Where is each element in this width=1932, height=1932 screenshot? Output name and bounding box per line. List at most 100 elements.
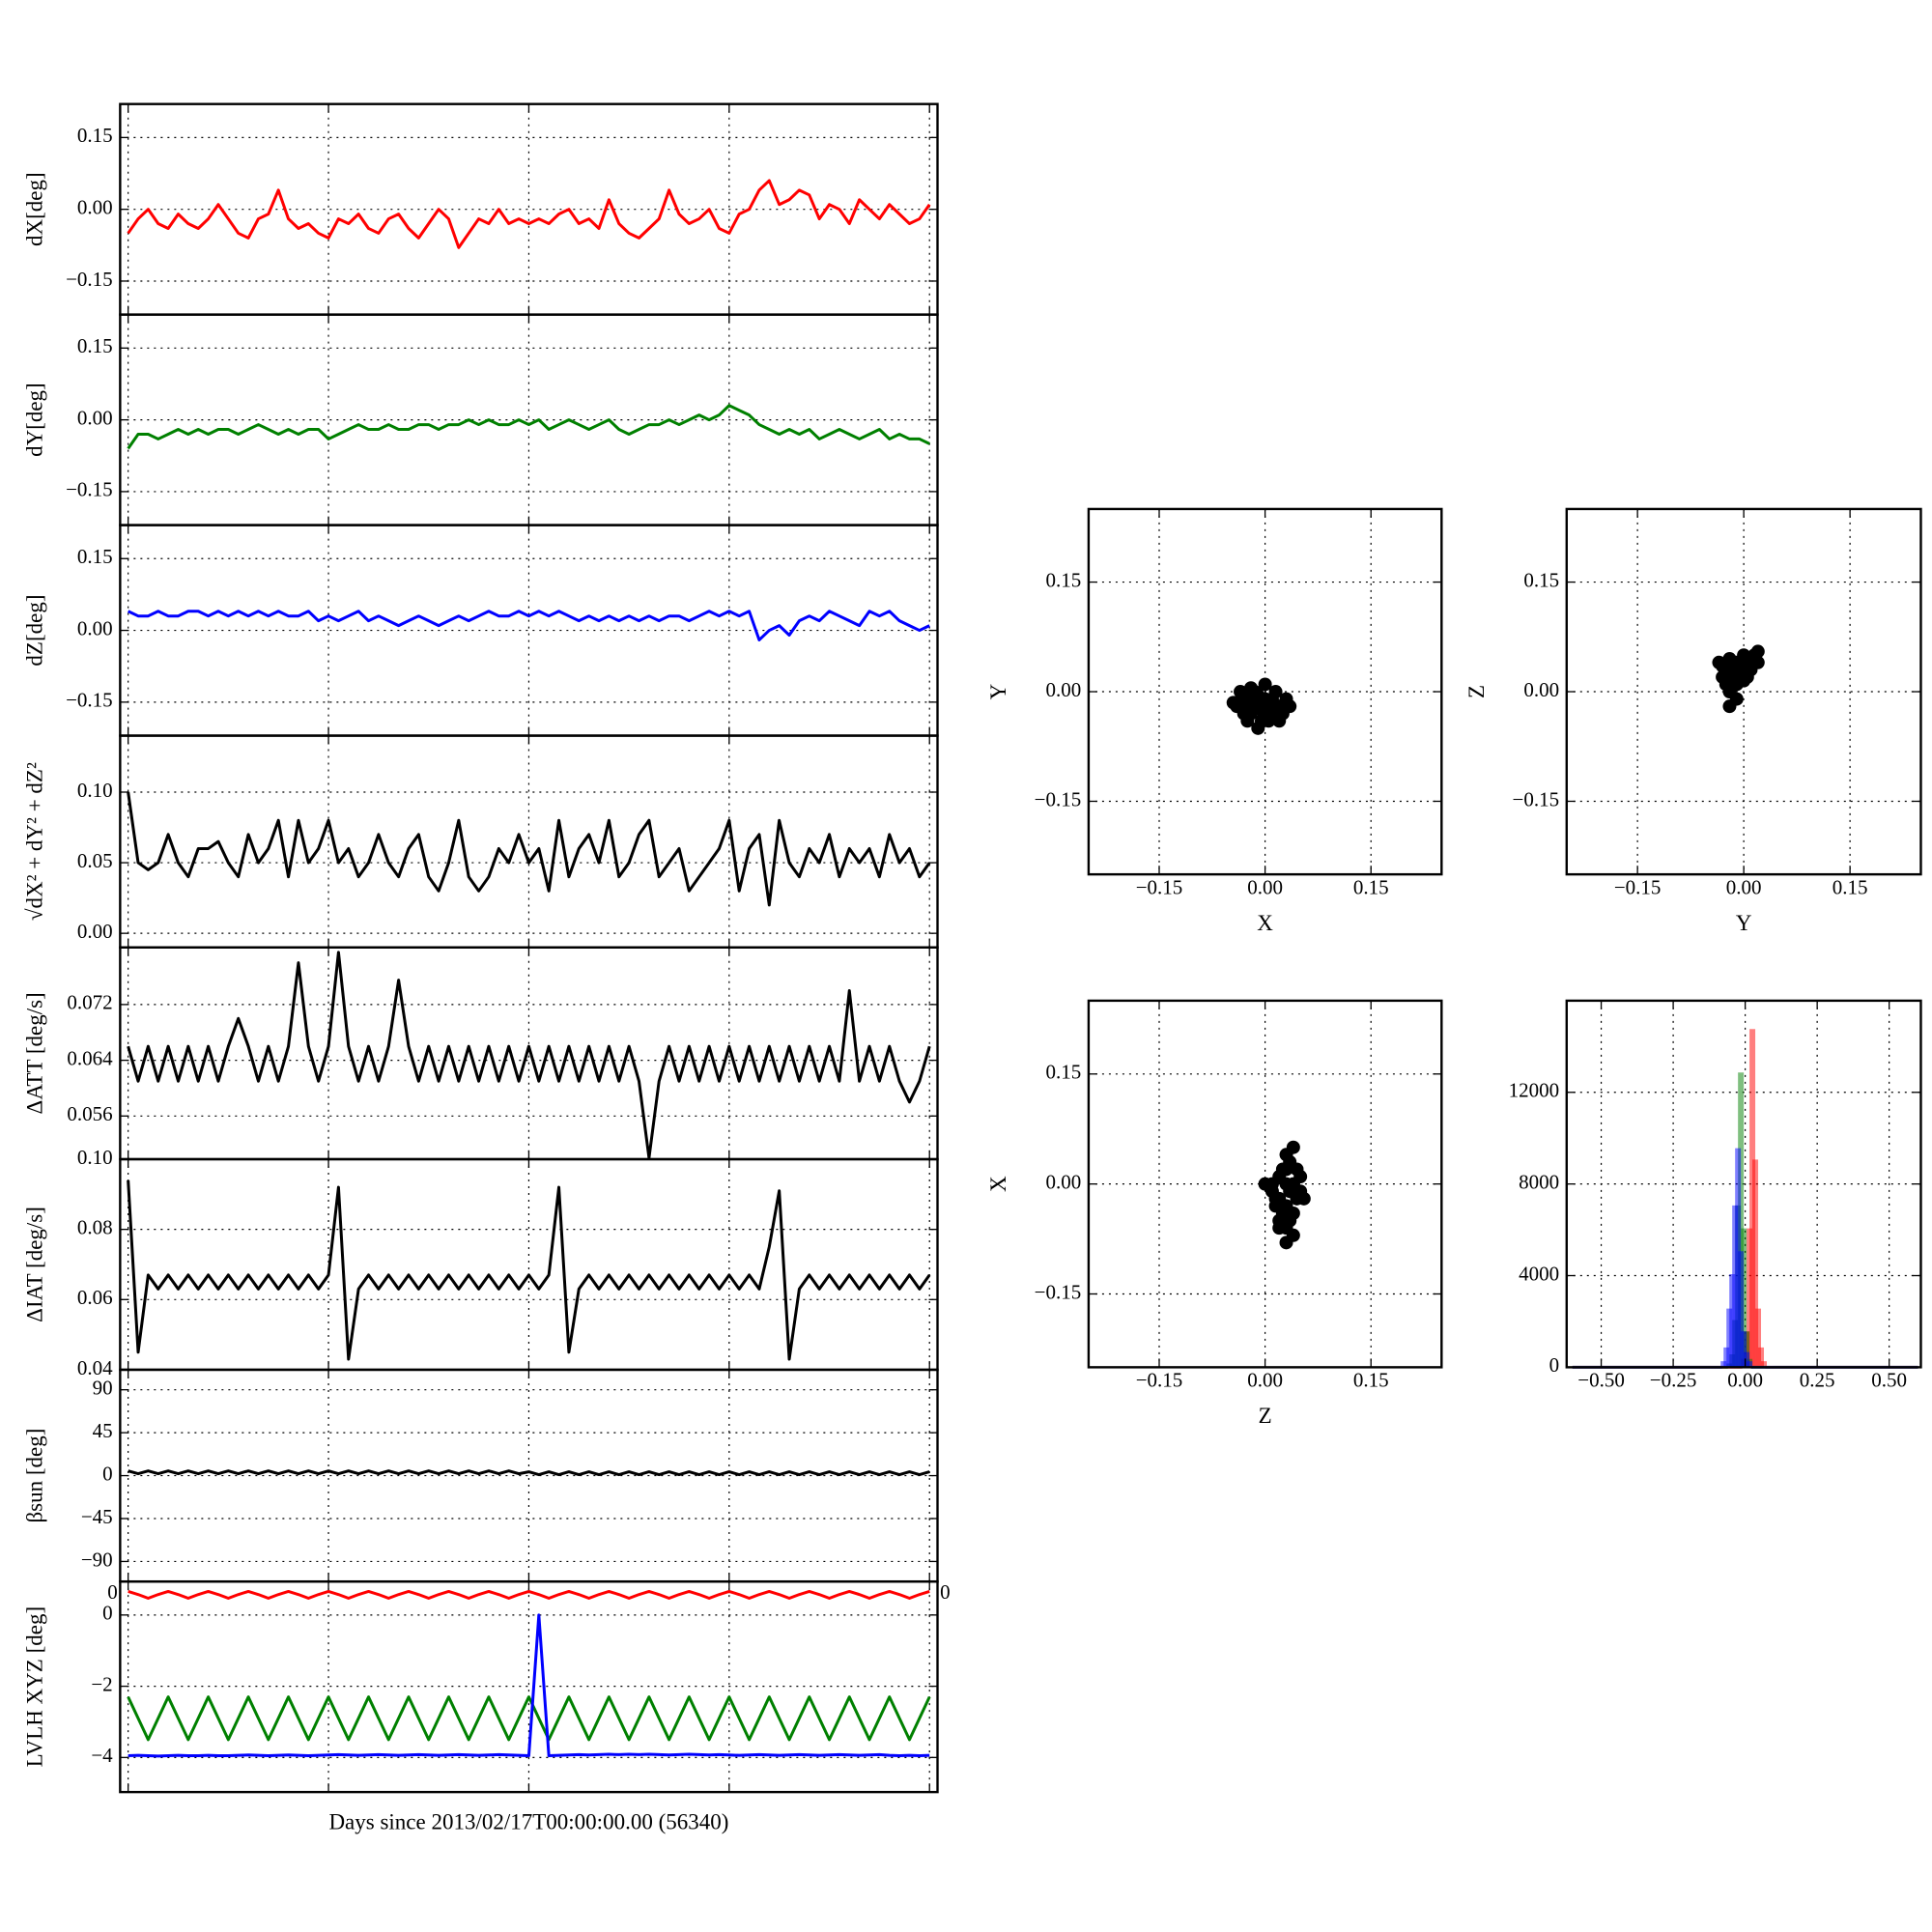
x-tick-label: 0.15 — [1353, 1369, 1389, 1392]
scatter-point — [1296, 1191, 1311, 1206]
scatter-point — [1286, 1140, 1300, 1154]
y-axis-label: ΔIAT [deg/s] — [23, 1207, 47, 1322]
scatter-point — [1722, 699, 1737, 714]
scatter-point — [1264, 1184, 1279, 1199]
x-tick-label: 0.00 — [1247, 1369, 1283, 1392]
series-line — [127, 791, 931, 907]
y-tick-label: −0.15 — [66, 478, 113, 501]
histogram-bin — [1761, 1361, 1767, 1368]
scatter-point — [1279, 1199, 1293, 1213]
scatter-point — [1251, 721, 1265, 735]
histogram-bin — [1758, 1347, 1764, 1368]
y-tick-label: −0.15 — [1035, 787, 1082, 810]
scatter-point — [1719, 667, 1733, 681]
histogram-bin — [1738, 1251, 1745, 1368]
x-tick-label: 0.25 — [1800, 1369, 1835, 1392]
y-axis-label: ΔATT [deg/s] — [23, 992, 47, 1114]
y-tick-label: 0.15 — [77, 334, 113, 357]
y-tick-label: 0.072 — [67, 991, 112, 1014]
scatter-point — [1750, 644, 1765, 659]
y-tick-label: 0 — [102, 1462, 113, 1485]
scatter-point — [1272, 1221, 1287, 1236]
y-axis-label: dX[deg] — [23, 172, 47, 246]
histogram-bin — [1755, 1308, 1762, 1368]
scatter-point — [1268, 702, 1283, 717]
y-tick-label: −0.15 — [1513, 787, 1560, 810]
x-axis-label: Z — [1259, 1404, 1272, 1428]
series-line — [128, 1613, 930, 1758]
x-tick-label: −0.15 — [1136, 875, 1183, 898]
y-tick-label: 0.064 — [67, 1046, 113, 1069]
y-tick-label: 0.15 — [1045, 1061, 1081, 1084]
y-axis-label: dZ[deg] — [23, 595, 47, 667]
scatter-point — [1744, 659, 1758, 673]
series-line — [127, 404, 930, 450]
x-tick-label: 0.00 — [1727, 1369, 1763, 1392]
y-tick-label: −0.15 — [66, 689, 113, 712]
y-tick-label: −45 — [81, 1505, 113, 1528]
y-axis-label: Z — [1464, 685, 1489, 698]
y-tick-label: 0.15 — [1045, 568, 1081, 591]
series-line — [128, 1589, 930, 1600]
scatter-point — [1226, 696, 1240, 710]
y-tick-label: 0.08 — [77, 1215, 113, 1238]
y-tick-label: 0 — [102, 1602, 113, 1625]
x-tick-label: −0.15 — [1614, 875, 1662, 898]
y-tick-label: 0.00 — [77, 406, 113, 429]
x-tick-label: 0.15 — [1833, 875, 1868, 898]
x-tick-label: 0.50 — [1871, 1369, 1907, 1392]
y-tick-label: −0.15 — [66, 268, 113, 291]
y-tick-label: 45 — [93, 1419, 113, 1442]
histogram-bin — [1747, 1361, 1753, 1368]
series-line — [128, 610, 930, 641]
scatter-point — [1286, 1228, 1300, 1242]
y-tick-label: 0.00 — [1045, 1170, 1081, 1193]
x-axis-label: Y — [1736, 911, 1752, 935]
y-tick-label: 8000 — [1519, 1170, 1559, 1193]
scatter-point — [1737, 673, 1751, 688]
scatter-point — [1272, 714, 1287, 728]
series-line — [127, 1695, 931, 1742]
scatter-point — [1729, 659, 1744, 673]
series-line — [127, 1179, 931, 1361]
y-axis-label: dY[deg] — [23, 383, 47, 457]
y-tick-label: 4000 — [1519, 1262, 1559, 1285]
y-tick-label: 90 — [93, 1376, 113, 1399]
y-tick-label: 0.056 — [67, 1102, 112, 1125]
y-tick-label: 0.15 — [77, 545, 113, 568]
histogram-bin — [1752, 1159, 1759, 1368]
y-tick-label: −2 — [91, 1672, 112, 1695]
scatter-point — [1712, 655, 1726, 669]
scatter-point — [1236, 706, 1251, 721]
y-tick-label: 0.00 — [77, 920, 113, 943]
y-tick-label: −0.15 — [1035, 1280, 1082, 1303]
x-axis-label: X — [1257, 911, 1273, 935]
scatter-point — [1251, 688, 1265, 702]
y-tick-label: 0 — [1549, 1353, 1560, 1377]
series-line — [127, 951, 931, 1160]
y-tick-label: 0 — [107, 1580, 118, 1604]
y-tick-label: 0.00 — [77, 616, 113, 639]
scatter-point — [1283, 699, 1297, 714]
y-tick-label: 0 — [940, 1580, 951, 1604]
y-tick-label: 0.04 — [77, 1356, 113, 1379]
x-tick-label: −0.15 — [1136, 1369, 1183, 1392]
y-axis-label: Y — [986, 683, 1010, 699]
y-axis-label: X — [986, 1176, 1010, 1192]
series-line — [127, 179, 931, 249]
scatter-point — [1279, 1177, 1293, 1191]
y-tick-label: 12000 — [1509, 1079, 1560, 1102]
y-axis-label: √dX² + dY² + dZ² — [23, 762, 47, 921]
histogram-bin — [1741, 1331, 1747, 1368]
scatter-point — [1290, 1162, 1304, 1177]
x-axis-label: Days since 2013/02/17T00:00:00.00 (56340… — [328, 1810, 728, 1834]
y-tick-label: 0.00 — [1045, 678, 1081, 701]
y-tick-label: 0.00 — [77, 195, 113, 218]
y-axis-label: LVLH XYZ [deg] — [23, 1606, 47, 1768]
x-tick-label: −0.25 — [1650, 1369, 1697, 1392]
y-tick-label: 0.15 — [1523, 568, 1559, 591]
y-tick-label: −90 — [81, 1548, 113, 1571]
scatter-point — [1234, 685, 1248, 699]
